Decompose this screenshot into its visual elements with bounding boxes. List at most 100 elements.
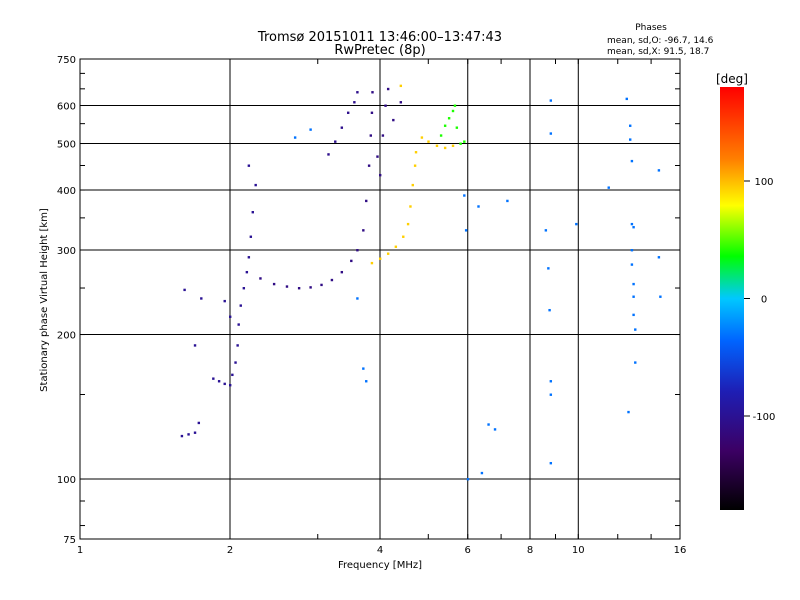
plot-ticks <box>79 59 681 539</box>
data-point <box>370 111 374 114</box>
series-group <box>370 84 455 265</box>
data-point <box>627 410 630 414</box>
series-group <box>259 87 403 290</box>
data-point <box>187 433 190 436</box>
data-point <box>451 109 455 113</box>
series-group <box>327 91 359 156</box>
x-tick-label: 2 <box>227 545 233 556</box>
data-point <box>493 428 497 431</box>
data-point <box>455 126 459 129</box>
data-point <box>629 138 632 141</box>
data-point <box>376 155 379 158</box>
data-point <box>293 136 297 139</box>
y-tick-label: 500 <box>57 140 76 151</box>
data-point <box>409 205 412 208</box>
data-point <box>399 84 403 88</box>
data-point <box>657 256 661 259</box>
data-point <box>632 282 635 286</box>
data-point <box>477 205 480 208</box>
data-point <box>630 159 634 163</box>
data-point <box>353 101 356 104</box>
data-point <box>245 270 249 274</box>
data-point <box>229 383 232 387</box>
data-point <box>420 136 424 139</box>
data-point <box>259 277 262 280</box>
data-point <box>212 377 215 380</box>
data-point <box>549 380 553 383</box>
data-point <box>544 229 548 232</box>
data-point <box>549 99 553 102</box>
x-tick-label: 8 <box>527 545 533 556</box>
data-point <box>247 164 251 167</box>
series-group <box>212 164 257 387</box>
stats-heading: Phases <box>635 23 667 33</box>
data-point <box>435 144 439 148</box>
data-point <box>234 361 237 364</box>
data-point <box>365 380 368 383</box>
series-group <box>293 97 662 481</box>
data-point <box>394 245 398 248</box>
data-point <box>549 393 553 396</box>
data-point <box>443 146 447 150</box>
data-point <box>197 421 201 425</box>
data-point <box>427 140 430 143</box>
data-point <box>629 124 632 127</box>
data-point <box>247 256 251 259</box>
data-point <box>453 104 457 107</box>
colorbar-ticks: 100 0 -100 <box>744 177 775 423</box>
data-point <box>463 194 466 197</box>
data-point <box>236 344 239 347</box>
data-point <box>223 382 226 386</box>
data-point <box>657 169 661 172</box>
data-point <box>242 287 246 290</box>
data-point <box>231 373 234 377</box>
stats-x-line: mean, sd,X: 91.5, 18.7 <box>607 47 709 57</box>
data-point <box>346 111 350 114</box>
data-point <box>464 229 468 232</box>
data-point <box>362 367 365 370</box>
data-point <box>466 478 470 481</box>
data-point <box>356 249 359 252</box>
data-point <box>399 101 403 104</box>
data-point <box>200 297 203 300</box>
data-point <box>370 261 374 265</box>
x-tick-label: 10 <box>572 545 585 556</box>
data-point <box>630 222 634 226</box>
data-point <box>632 295 635 298</box>
data-point <box>402 235 405 238</box>
data-point <box>439 134 443 137</box>
data-point <box>451 144 455 148</box>
data-point <box>386 87 390 91</box>
data-point <box>334 140 337 143</box>
y-tick-label: 200 <box>57 331 76 342</box>
data-point <box>379 173 382 177</box>
plot-grid <box>80 59 680 539</box>
data-point <box>251 211 254 214</box>
y-axis-label: Stationary phase Virtual Height [km] <box>39 208 50 392</box>
data-point <box>237 323 240 326</box>
data-point <box>630 249 634 252</box>
data-point <box>463 140 466 143</box>
data-point <box>379 257 382 260</box>
data-point <box>365 199 368 203</box>
data-point <box>356 91 359 94</box>
data-point <box>414 151 418 154</box>
data-point <box>309 286 312 289</box>
data-point <box>320 283 323 287</box>
data-point <box>659 295 662 298</box>
data-point <box>384 104 387 107</box>
data-point <box>447 117 451 120</box>
x-tick-label: 1 <box>77 545 83 556</box>
x-tick-label: 4 <box>377 545 383 556</box>
data-point <box>487 423 490 426</box>
data-point <box>183 288 186 292</box>
data-point <box>386 252 390 255</box>
data-point <box>443 124 447 127</box>
data-point <box>180 434 184 438</box>
y-tick-label: 75 <box>63 535 76 546</box>
data-point <box>381 134 385 137</box>
data-point <box>193 344 197 347</box>
data-point <box>548 308 551 312</box>
stats-o-line: mean, sd,O: -96.7, 14.6 <box>607 36 714 46</box>
